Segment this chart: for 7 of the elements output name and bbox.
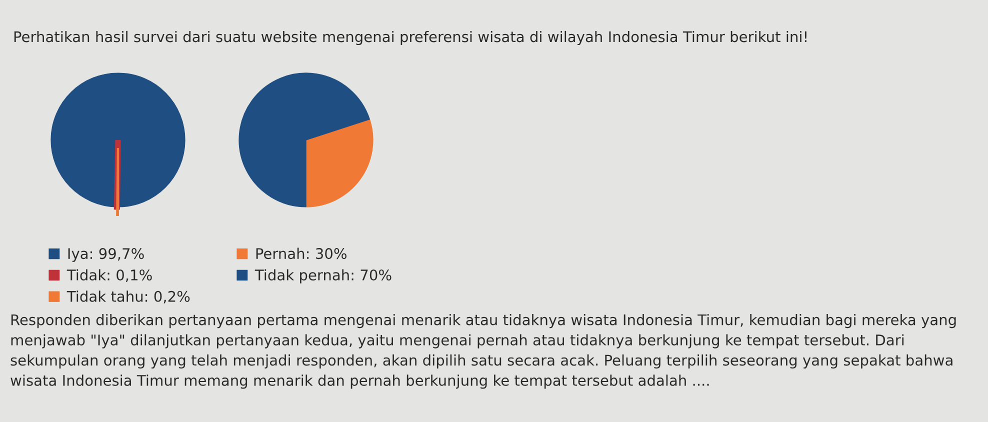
legend-label: Tidak: 0,1% <box>66 269 152 282</box>
legend-label: Iya: 99,7% <box>68 248 144 262</box>
legend-label: Pernah: 30% <box>256 248 346 260</box>
legend-label: Tidak tahu: 0,2% <box>66 290 190 304</box>
text: Perhatikan hasil survei dari suatu website mengenai preferensi wisata di wilayah Indonesia Timur berikut ini! <box>14 30 806 46</box>
legend-label: Tidak pernah: 70% <box>254 269 392 284</box>
text: Responden diberikan pertanyaan pertama mengenai menarik atau tidaknya wisata Indonesia Timur, kemudian bagi mereka yang menjawab "Iya" dilanjutkan pertanyaan kedua, yaitu mengenai pernah atau tidaknya berkunjung ke tempat tersebut. Dari sekumpulan orang yang telah menjadi responden, akan dipilih satu secara acak. Peluang terpilih seseorang yang sepakat bahwa wisata Indonesia Timur memang menarik dan pernah berkunjung ke tempat tersebut adalah .... <box>10 314 956 389</box>
